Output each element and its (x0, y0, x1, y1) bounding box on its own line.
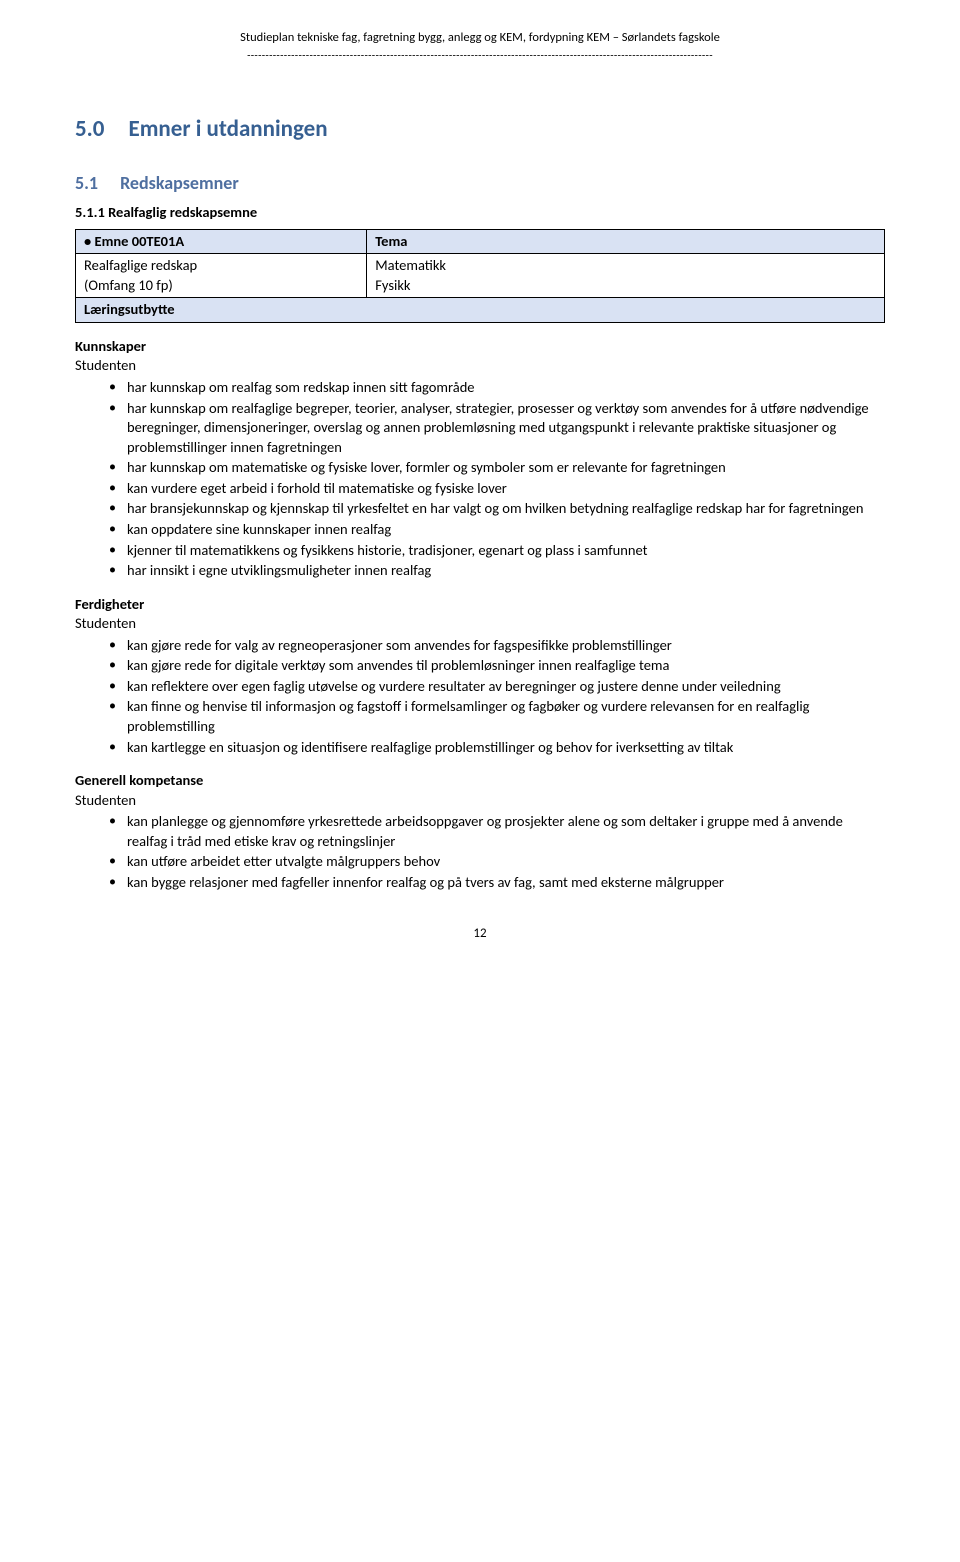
table-header-emne: • Emne 00TE01A (76, 229, 367, 254)
list-item: kan finne og henvise til informasjon og … (109, 697, 885, 736)
list-item: kan kartlegge en situasjon og identifise… (109, 738, 885, 758)
section-heading: 5.0 Emner i utdanningen (75, 114, 885, 145)
list-item: kan oppdatere sine kunnskaper innen real… (109, 520, 885, 540)
generell-subline: Studenten (75, 791, 885, 811)
table-redskap-line2: (Omfang 10 fp) (84, 276, 358, 296)
list-item: kan utføre arbeidet etter utvalgte målgr… (109, 852, 885, 872)
section-number: 5.0 (75, 114, 104, 145)
kunnskaper-subline: Studenten (75, 356, 885, 376)
list-item: har kunnskap om matematiske og fysiske l… (109, 458, 885, 478)
list-item: har kunnskap om realfaglige begreper, te… (109, 399, 885, 458)
page-header-title: Studieplan tekniske fag, fagretning bygg… (75, 30, 885, 47)
kunnskaper-list: har kunnskap om realfag som redskap inne… (75, 378, 885, 581)
generell-heading: Generell kompetanse (75, 771, 885, 791)
table-tema-line1: Matematikk (375, 256, 876, 276)
subsection-title-text: Redskapsemner (120, 171, 239, 195)
page-number: 12 (75, 925, 885, 943)
list-item: kan gjøre rede for valg av regneoperasjo… (109, 636, 885, 656)
list-item: kan gjøre rede for digitale verktøy som … (109, 656, 885, 676)
subsection-number: 5.1 (75, 171, 98, 195)
course-info-table: • Emne 00TE01A Tema Realfaglige redskap … (75, 229, 885, 323)
list-item: kan planlegge og gjennomføre yrkesretted… (109, 812, 885, 851)
table-cell-redskap: Realfaglige redskap (Omfang 10 fp) (76, 254, 367, 298)
section-title-text: Emner i utdanningen (128, 114, 327, 145)
list-item: kan reflektere over egen faglig utøvelse… (109, 677, 885, 697)
subsubsection-heading: 5.1.1 Realfaglig redskapsemne (75, 203, 885, 223)
list-item: har bransjekunnskap og kjennskap til yrk… (109, 499, 885, 519)
kunnskaper-heading: Kunnskaper (75, 337, 885, 357)
table-laeringsutbytte: Læringsutbytte (76, 298, 885, 323)
list-item: kan vurdere eget arbeid i forhold til ma… (109, 479, 885, 499)
list-item: har innsikt i egne utviklingsmuligheter … (109, 561, 885, 581)
ferdigheter-subline: Studenten (75, 614, 885, 634)
ferdigheter-heading: Ferdigheter (75, 595, 885, 615)
table-redskap-line1: Realfaglige redskap (84, 256, 358, 276)
subsection-heading: 5.1 Redskapsemner (75, 171, 885, 195)
generell-list: kan planlegge og gjennomføre yrkesretted… (75, 812, 885, 892)
page-header-divider: ----------------------------------------… (75, 49, 885, 64)
table-cell-tema: Matematikk Fysikk (367, 254, 885, 298)
ferdigheter-list: kan gjøre rede for valg av regneoperasjo… (75, 636, 885, 757)
list-item: kan bygge relasjoner med fagfeller innen… (109, 873, 885, 893)
table-tema-line2: Fysikk (375, 276, 876, 296)
list-item: kjenner til matematikkens og fysikkens h… (109, 541, 885, 561)
table-header-tema: Tema (367, 229, 885, 254)
list-item: har kunnskap om realfag som redskap inne… (109, 378, 885, 398)
